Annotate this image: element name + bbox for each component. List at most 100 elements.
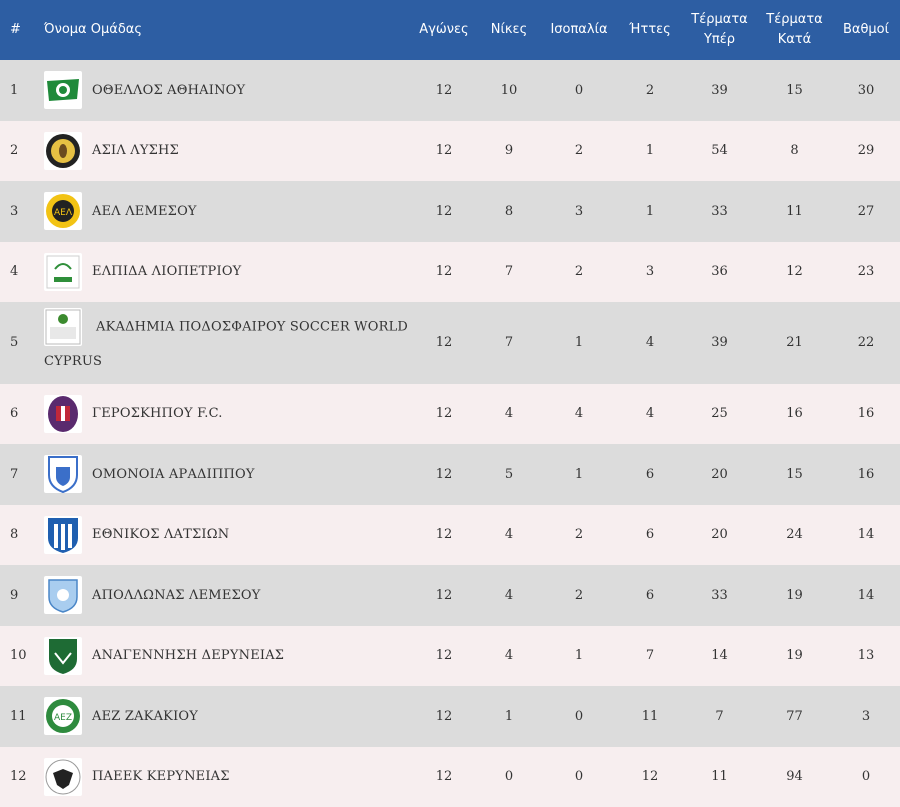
draws-cell: 2	[540, 121, 618, 182]
played-cell: 12	[410, 565, 478, 626]
points-cell: 30	[832, 60, 900, 121]
header-goals-against: Τέρματα Κατά	[757, 0, 832, 60]
draws-cell: 2	[540, 242, 618, 303]
team-cell: ΑΣΙΛ ΛΥΣΗΣ	[44, 121, 410, 182]
header-rank: #	[0, 0, 44, 60]
draws-cell: 0	[540, 747, 618, 807]
wins-cell: 8	[478, 181, 540, 242]
wins-cell: 4	[478, 505, 540, 566]
header-goals-against-line1: Τέρματα	[766, 12, 822, 27]
draws-cell: 2	[540, 505, 618, 566]
soccer-world-crest-icon	[44, 308, 82, 346]
losses-cell: 3	[618, 242, 682, 303]
draws-cell: 1	[540, 444, 618, 505]
header-goals-against-line2: Κατά	[778, 32, 812, 47]
goals-for-cell: 36	[682, 242, 757, 303]
goals-against-cell: 19	[757, 626, 832, 687]
header-draws: Ισοπαλία	[540, 0, 618, 60]
team-info: ΑΠΟΛΛΩΝΑΣ ΛΕΜΕΣΟΥ	[44, 576, 410, 614]
team-info: ΑΚΑΔΗΜΙΑ ΠΟΔΟΣΦΑΙΡΟΥ SOCCER WORLD CYPRUS	[44, 308, 410, 377]
rank-cell: 1	[0, 60, 44, 121]
rank-cell: 3	[0, 181, 44, 242]
points-cell: 23	[832, 242, 900, 303]
rank-cell: 4	[0, 242, 44, 303]
goals-against-cell: 12	[757, 242, 832, 303]
points-cell: 14	[832, 505, 900, 566]
played-cell: 12	[410, 686, 478, 747]
draws-cell: 0	[540, 60, 618, 121]
rank-cell: 7	[0, 444, 44, 505]
losses-cell: 11	[618, 686, 682, 747]
rank-cell: 2	[0, 121, 44, 182]
team-name: ΑΣΙΛ ΛΥΣΗΣ	[92, 143, 179, 158]
team-cell: ΠΑΕΕΚ ΚΕΡΥΝΕΙΑΣ	[44, 747, 410, 807]
played-cell: 12	[410, 747, 478, 807]
losses-cell: 6	[618, 565, 682, 626]
anagennisi-crest-icon	[44, 637, 82, 675]
losses-cell: 1	[618, 121, 682, 182]
team-name: ΑΠΟΛΛΩΝΑΣ ΛΕΜΕΣΟΥ	[92, 588, 261, 603]
rank-cell: 11	[0, 686, 44, 747]
draws-cell: 0	[540, 686, 618, 747]
goals-against-cell: 19	[757, 565, 832, 626]
draws-cell: 4	[540, 384, 618, 445]
goals-against-cell: 15	[757, 444, 832, 505]
header-goals-for-line2: Υπέρ	[704, 32, 735, 47]
draws-cell: 1	[540, 626, 618, 687]
wins-cell: 4	[478, 565, 540, 626]
played-cell: 12	[410, 444, 478, 505]
points-cell: 29	[832, 121, 900, 182]
rank-cell: 5	[0, 302, 44, 384]
played-cell: 12	[410, 384, 478, 445]
wins-cell: 4	[478, 626, 540, 687]
ethnikos-latsion-crest-icon	[44, 516, 82, 554]
goals-for-cell: 33	[682, 565, 757, 626]
elpida-crest-icon	[44, 253, 82, 291]
draws-cell: 3	[540, 181, 618, 242]
losses-cell: 4	[618, 384, 682, 445]
team-cell: ΓΕΡΟΣΚΗΠΟΥ F.C.	[44, 384, 410, 445]
played-cell: 12	[410, 626, 478, 687]
goals-against-cell: 94	[757, 747, 832, 807]
team-info: ΟΘΕΛΛΟΣ ΑΘΗΑΙΝΟΥ	[44, 71, 410, 109]
team-name: ΕΛΠΙΔΑ ΛΙΟΠΕΤΡΙΟΥ	[92, 264, 241, 279]
asil-crest-icon	[44, 132, 82, 170]
aez-crest-icon: ΑΕΖ	[44, 697, 82, 735]
geroskipou-crest-icon	[44, 395, 82, 433]
goals-for-cell: 33	[682, 181, 757, 242]
goals-for-cell: 25	[682, 384, 757, 445]
wins-cell: 1	[478, 686, 540, 747]
svg-text:ΑΕΛ: ΑΕΛ	[54, 208, 73, 218]
wins-cell: 9	[478, 121, 540, 182]
team-cell: ΕΘΝΙΚΟΣ ΛΑΤΣΙΩΝ	[44, 505, 410, 566]
rank-cell: 12	[0, 747, 44, 807]
draws-cell: 1	[540, 302, 618, 384]
goals-for-cell: 11	[682, 747, 757, 807]
omonia-aradippou-crest-icon	[44, 455, 82, 493]
losses-cell: 4	[618, 302, 682, 384]
team-cell: ΕΛΠΙΔΑ ΛΙΟΠΕΤΡΙΟΥ	[44, 242, 410, 303]
team-name: ΟΜΟΝΟΙΑ ΑΡΑΔΙΠΠΟΥ	[92, 467, 255, 482]
goals-for-cell: 39	[682, 302, 757, 384]
header-losses: Ήττες	[618, 0, 682, 60]
header-points: Βαθμοί	[832, 0, 900, 60]
wins-cell: 7	[478, 302, 540, 384]
team-info: ΑΣΙΛ ΛΥΣΗΣ	[44, 132, 410, 170]
rank-cell: 8	[0, 505, 44, 566]
goals-against-cell: 8	[757, 121, 832, 182]
team-cell: ΑΚΑΔΗΜΙΑ ΠΟΔΟΣΦΑΙΡΟΥ SOCCER WORLD CYPRUS	[44, 302, 410, 384]
draws-cell: 2	[540, 565, 618, 626]
